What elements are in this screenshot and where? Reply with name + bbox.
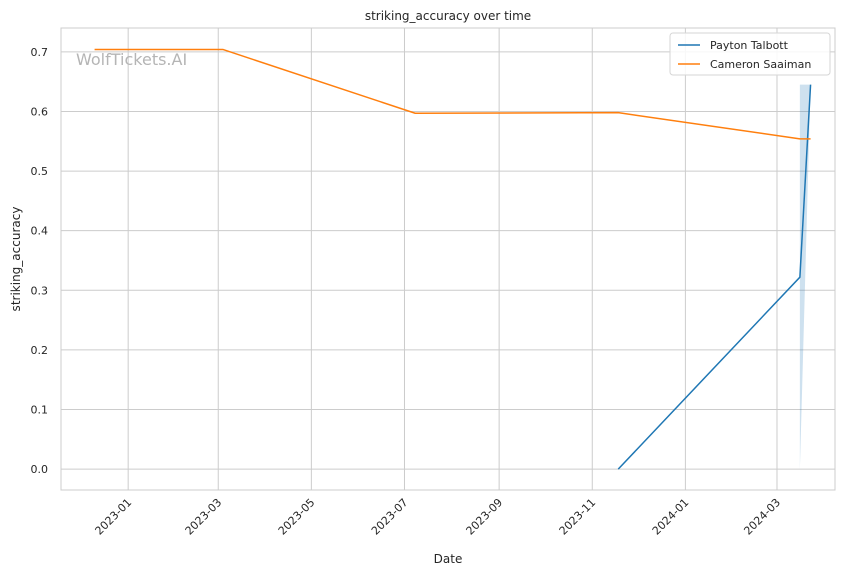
- confidence-band: [799, 84, 811, 470]
- legend-box: [669, 32, 831, 76]
- y-tick-label: 0.1: [31, 404, 49, 417]
- y-tick-label: 0.2: [31, 344, 49, 357]
- y-tick-label: 0.3: [31, 284, 49, 297]
- legend: Payton Talbott Cameron Saaiman: [669, 32, 831, 76]
- series-line: [617, 84, 812, 470]
- y-tick-labels: 0.0 0.1 0.2 0.3 0.4 0.5 0.6 0.7: [31, 46, 49, 476]
- confidence-bands: [799, 84, 811, 470]
- y-tick-label: 0.6: [31, 105, 49, 118]
- legend-label: Cameron Saaiman: [710, 58, 811, 71]
- legend-label: Payton Talbott: [710, 39, 789, 52]
- chart-title: striking_accuracy over time: [365, 9, 531, 23]
- y-tick-label: 0.0: [31, 463, 49, 476]
- series-line: [94, 48, 811, 140]
- series-lines: [94, 48, 812, 470]
- x-axis-label: Date: [434, 552, 463, 566]
- plot-frame: [60, 27, 836, 491]
- watermark: WolfTickets.AI: [76, 50, 187, 69]
- y-axis-label: striking_accuracy: [9, 207, 23, 312]
- grid: [61, 28, 835, 490]
- y-tick-label: 0.7: [31, 46, 49, 59]
- y-tick-label: 0.4: [31, 225, 49, 238]
- y-tick-label: 0.5: [31, 165, 49, 178]
